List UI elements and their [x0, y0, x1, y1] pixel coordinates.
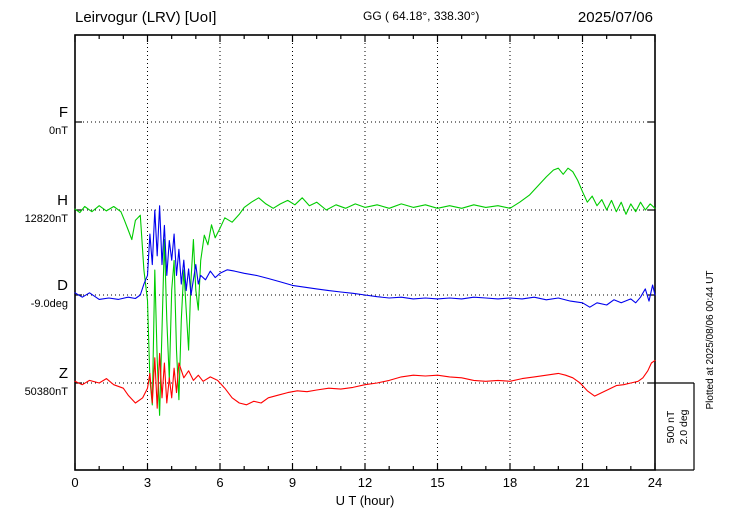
component-label-F: F — [59, 104, 68, 121]
trace-layer — [74, 167, 656, 416]
component-label-Z: Z — [59, 365, 68, 382]
component-baseline-Z: 50380nT — [25, 386, 69, 398]
x-tick-label: 9 — [289, 475, 296, 490]
plot-frame — [74, 34, 656, 471]
component-label-D: D — [57, 277, 68, 294]
geographic-coords: GG ( 64.18°, 338.30°) — [363, 9, 479, 23]
scale-2deg-label: 2.0 deg — [678, 409, 690, 444]
x-axis-title: U T (hour) — [336, 493, 395, 508]
x-tick-label: 3 — [144, 475, 151, 490]
x-tick-label: 18 — [503, 475, 517, 490]
component-baseline-D: -9.0deg — [31, 298, 68, 310]
trace-D — [74, 205, 656, 308]
x-tick-label: 24 — [648, 475, 662, 490]
date-label: 2025/07/06 — [578, 9, 653, 26]
x-tick-label: 12 — [358, 475, 372, 490]
plotted-at-label: Plotted at 2025/08/06 00:44 UT — [705, 271, 716, 410]
component-label-H: H — [57, 192, 68, 209]
x-tick-label: 0 — [71, 475, 78, 490]
scale-bar: 500 nT 2.0 deg — [655, 382, 695, 471]
x-tick-label: 6 — [216, 475, 223, 490]
component-baseline-H: 12820nT — [25, 213, 69, 225]
scale-500nt-label: 500 nT — [665, 410, 677, 443]
trace-H — [74, 167, 656, 416]
component-legend: F 0nT H 12820nT D -9.0deg Z 50380nT — [25, 104, 69, 398]
trace-Z — [74, 352, 656, 409]
component-baseline-F: 0nT — [49, 125, 68, 137]
station-title: Leirvogur (LRV) [UoI] — [75, 9, 216, 26]
x-axis-labels: 0 3 6 9 12 15 18 21 24 — [71, 475, 662, 490]
x-tick-label: 21 — [575, 475, 589, 490]
x-tick-label: 15 — [430, 475, 444, 490]
